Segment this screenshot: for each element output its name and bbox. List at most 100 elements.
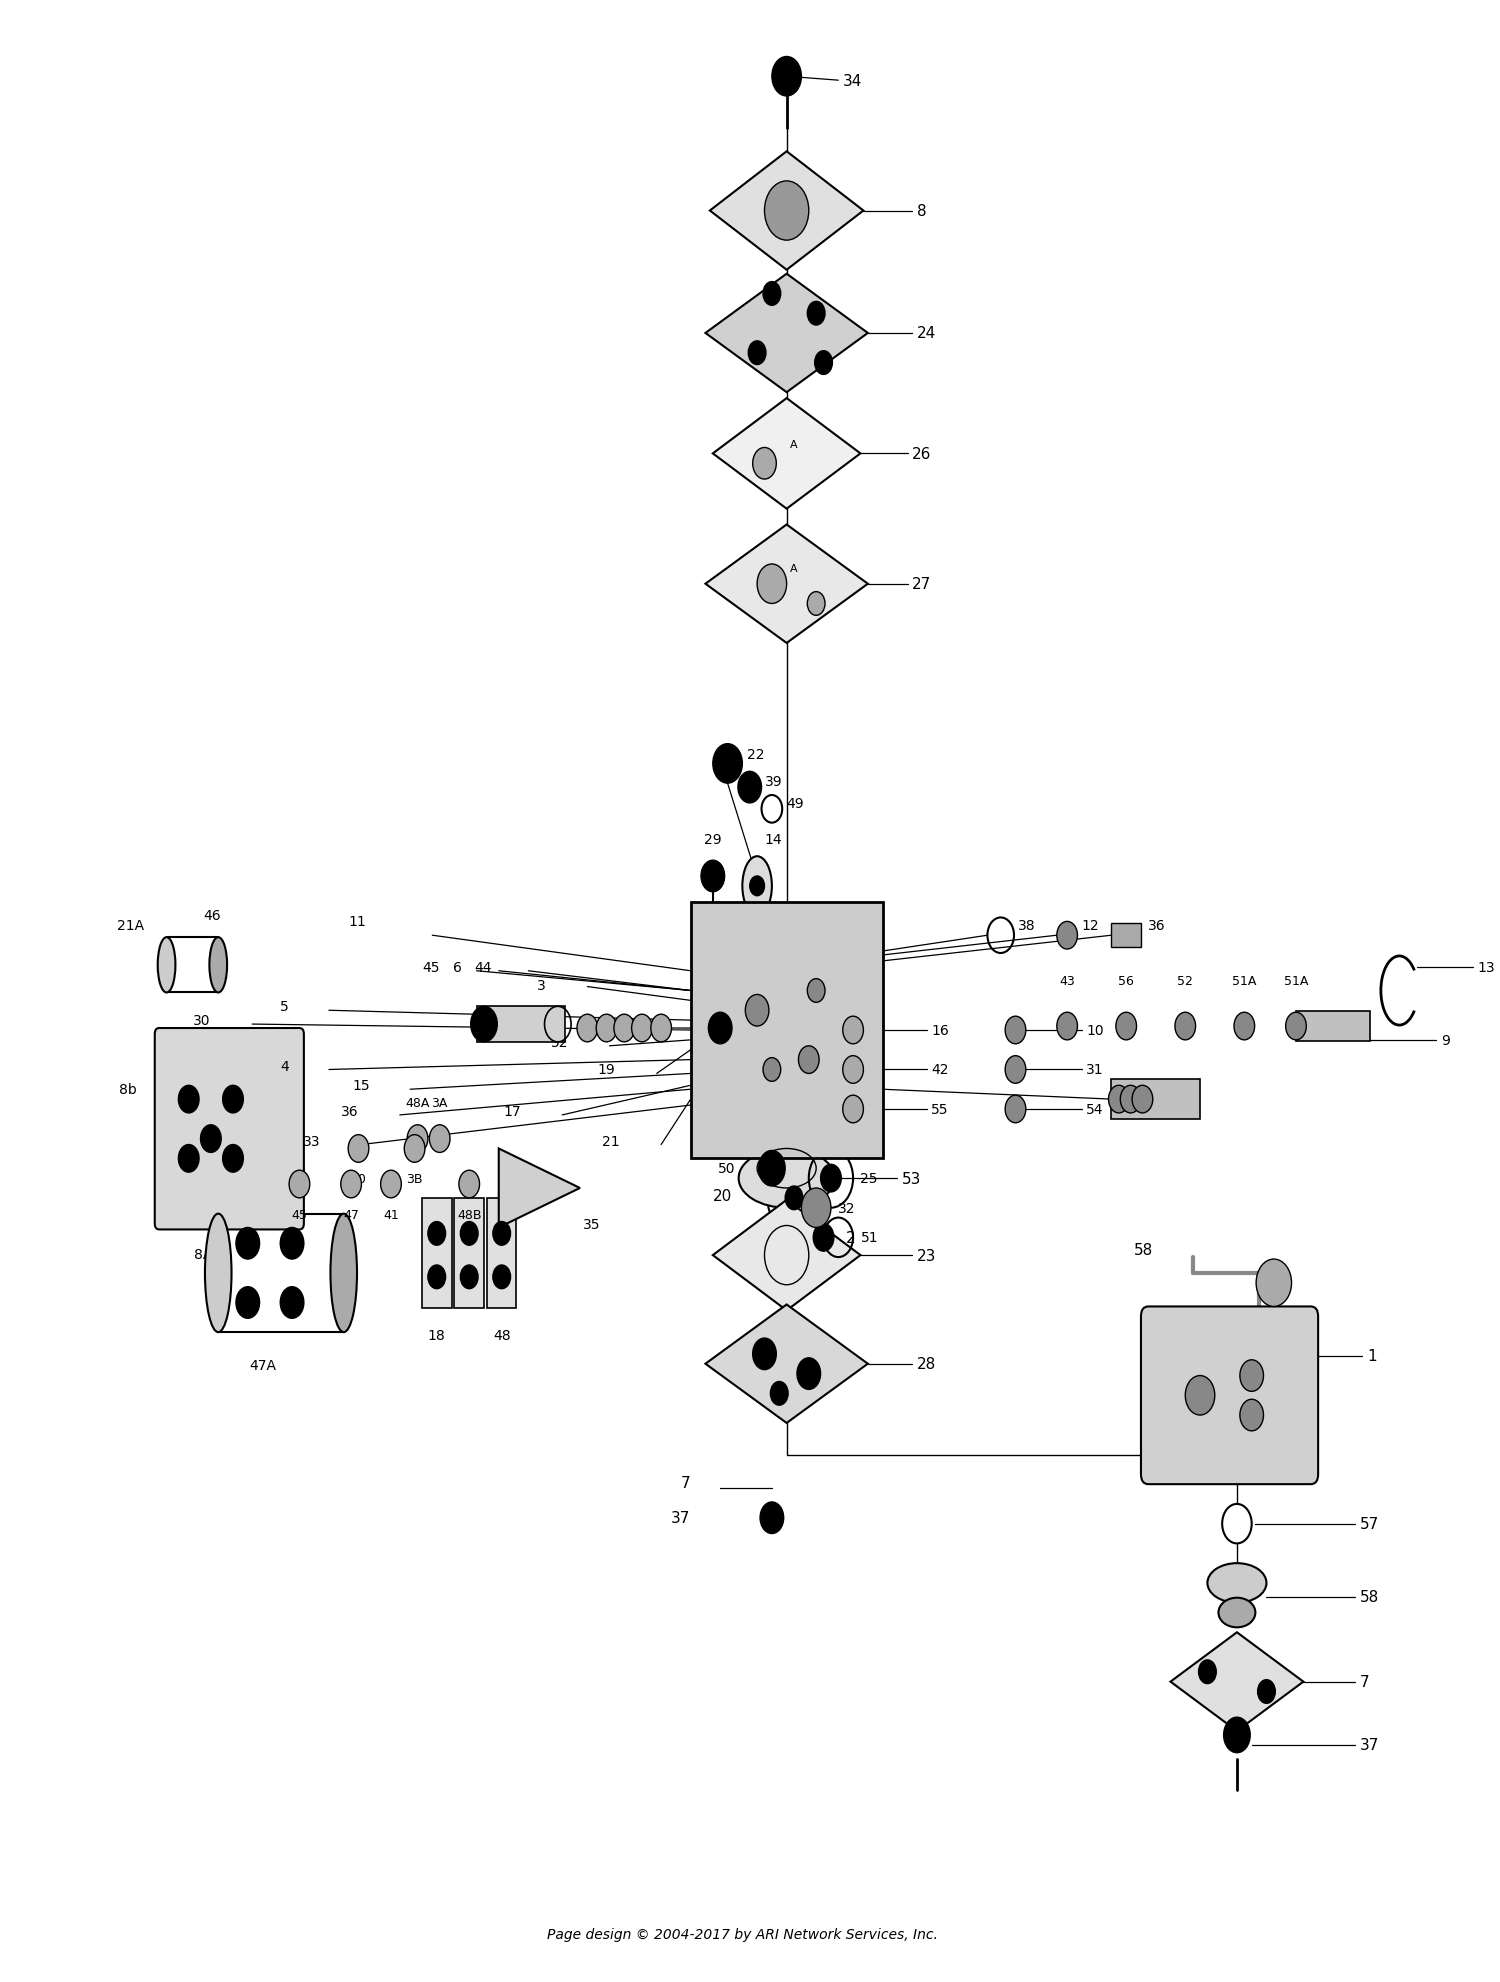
Circle shape (759, 1152, 784, 1187)
Circle shape (178, 1146, 200, 1173)
Circle shape (280, 1227, 304, 1259)
Circle shape (1120, 1086, 1142, 1114)
Text: 37: 37 (672, 1510, 690, 1526)
Circle shape (222, 1086, 243, 1114)
Ellipse shape (1208, 1564, 1266, 1603)
Circle shape (796, 1358, 820, 1389)
Text: 57: 57 (1359, 1516, 1378, 1532)
Text: 15: 15 (352, 1078, 370, 1092)
Circle shape (1058, 922, 1077, 949)
Circle shape (1174, 1013, 1196, 1041)
Polygon shape (705, 275, 868, 392)
Text: 49: 49 (786, 797, 804, 811)
Circle shape (738, 771, 762, 803)
Circle shape (815, 351, 833, 375)
Circle shape (1198, 1661, 1216, 1685)
FancyBboxPatch shape (1142, 1306, 1318, 1485)
Circle shape (651, 1015, 672, 1043)
Circle shape (1116, 1013, 1137, 1041)
Text: 47A: 47A (249, 1358, 276, 1372)
Polygon shape (712, 398, 861, 509)
Circle shape (772, 57, 801, 97)
Bar (477, 1007, 566, 1043)
Circle shape (748, 341, 766, 365)
Text: 34: 34 (843, 73, 862, 89)
Polygon shape (498, 1150, 580, 1227)
Text: 14: 14 (765, 832, 782, 846)
Text: 18: 18 (427, 1328, 445, 1342)
Text: 56: 56 (1119, 973, 1134, 987)
Text: 12: 12 (1082, 920, 1100, 934)
Circle shape (784, 1187, 802, 1211)
Text: 51A: 51A (1232, 973, 1257, 987)
Circle shape (632, 1015, 652, 1043)
Text: 39: 39 (765, 775, 782, 789)
Text: 41: 41 (382, 1209, 399, 1221)
Text: 51: 51 (861, 1231, 877, 1245)
Text: 50: 50 (717, 1161, 735, 1175)
Polygon shape (1170, 1633, 1304, 1730)
Circle shape (427, 1223, 445, 1245)
Circle shape (1108, 1086, 1130, 1114)
Circle shape (340, 1171, 362, 1199)
Text: 58: 58 (1359, 1590, 1378, 1603)
Text: 19: 19 (597, 1062, 615, 1076)
Text: 37: 37 (1359, 1738, 1378, 1752)
Text: A: A (790, 440, 798, 450)
Text: 55: 55 (932, 1102, 950, 1116)
Ellipse shape (738, 1150, 834, 1209)
Text: 17: 17 (504, 1104, 520, 1118)
Text: 21A: 21A (117, 920, 144, 934)
Text: 46: 46 (204, 910, 220, 924)
Text: 28: 28 (916, 1356, 936, 1372)
Text: 13: 13 (1478, 961, 1496, 975)
Circle shape (821, 1165, 842, 1193)
Circle shape (1224, 1716, 1250, 1752)
Text: 3B: 3B (406, 1173, 423, 1185)
Polygon shape (712, 1201, 861, 1310)
Bar (422, 1199, 452, 1308)
Text: 7: 7 (681, 1475, 690, 1490)
Circle shape (771, 1381, 788, 1405)
Circle shape (1005, 1017, 1026, 1045)
Text: 4: 4 (280, 1058, 290, 1072)
Text: 24: 24 (916, 327, 936, 341)
Text: 31: 31 (1086, 1062, 1104, 1076)
Circle shape (1005, 1096, 1026, 1124)
Circle shape (758, 565, 786, 605)
Ellipse shape (1218, 1597, 1255, 1627)
Circle shape (201, 1126, 220, 1154)
Circle shape (753, 1338, 777, 1370)
Circle shape (764, 283, 780, 305)
Circle shape (494, 1265, 510, 1288)
Circle shape (807, 301, 825, 325)
Circle shape (807, 593, 825, 616)
Text: 20: 20 (712, 1189, 732, 1203)
Circle shape (746, 995, 770, 1027)
Text: 43: 43 (1059, 973, 1076, 987)
Ellipse shape (330, 1215, 357, 1332)
Circle shape (236, 1227, 260, 1259)
Text: 23: 23 (916, 1249, 936, 1263)
Text: 11: 11 (348, 916, 366, 930)
Text: 27: 27 (912, 577, 932, 593)
Bar (1112, 924, 1142, 947)
Text: 48: 48 (494, 1328, 510, 1342)
Ellipse shape (206, 1215, 231, 1332)
Text: 32: 32 (839, 1201, 856, 1215)
Circle shape (1185, 1376, 1215, 1415)
Text: 51A: 51A (1284, 973, 1308, 987)
Text: 40: 40 (351, 1173, 366, 1185)
Circle shape (460, 1265, 478, 1288)
Circle shape (460, 1223, 478, 1245)
Text: 30: 30 (194, 1013, 211, 1027)
Polygon shape (705, 525, 868, 644)
Circle shape (459, 1171, 480, 1199)
Text: 1: 1 (1366, 1348, 1377, 1364)
Circle shape (708, 1013, 732, 1045)
Text: 3: 3 (537, 977, 546, 993)
Circle shape (753, 448, 777, 480)
Circle shape (843, 1017, 864, 1045)
Text: 45: 45 (422, 961, 440, 975)
Polygon shape (710, 153, 864, 272)
